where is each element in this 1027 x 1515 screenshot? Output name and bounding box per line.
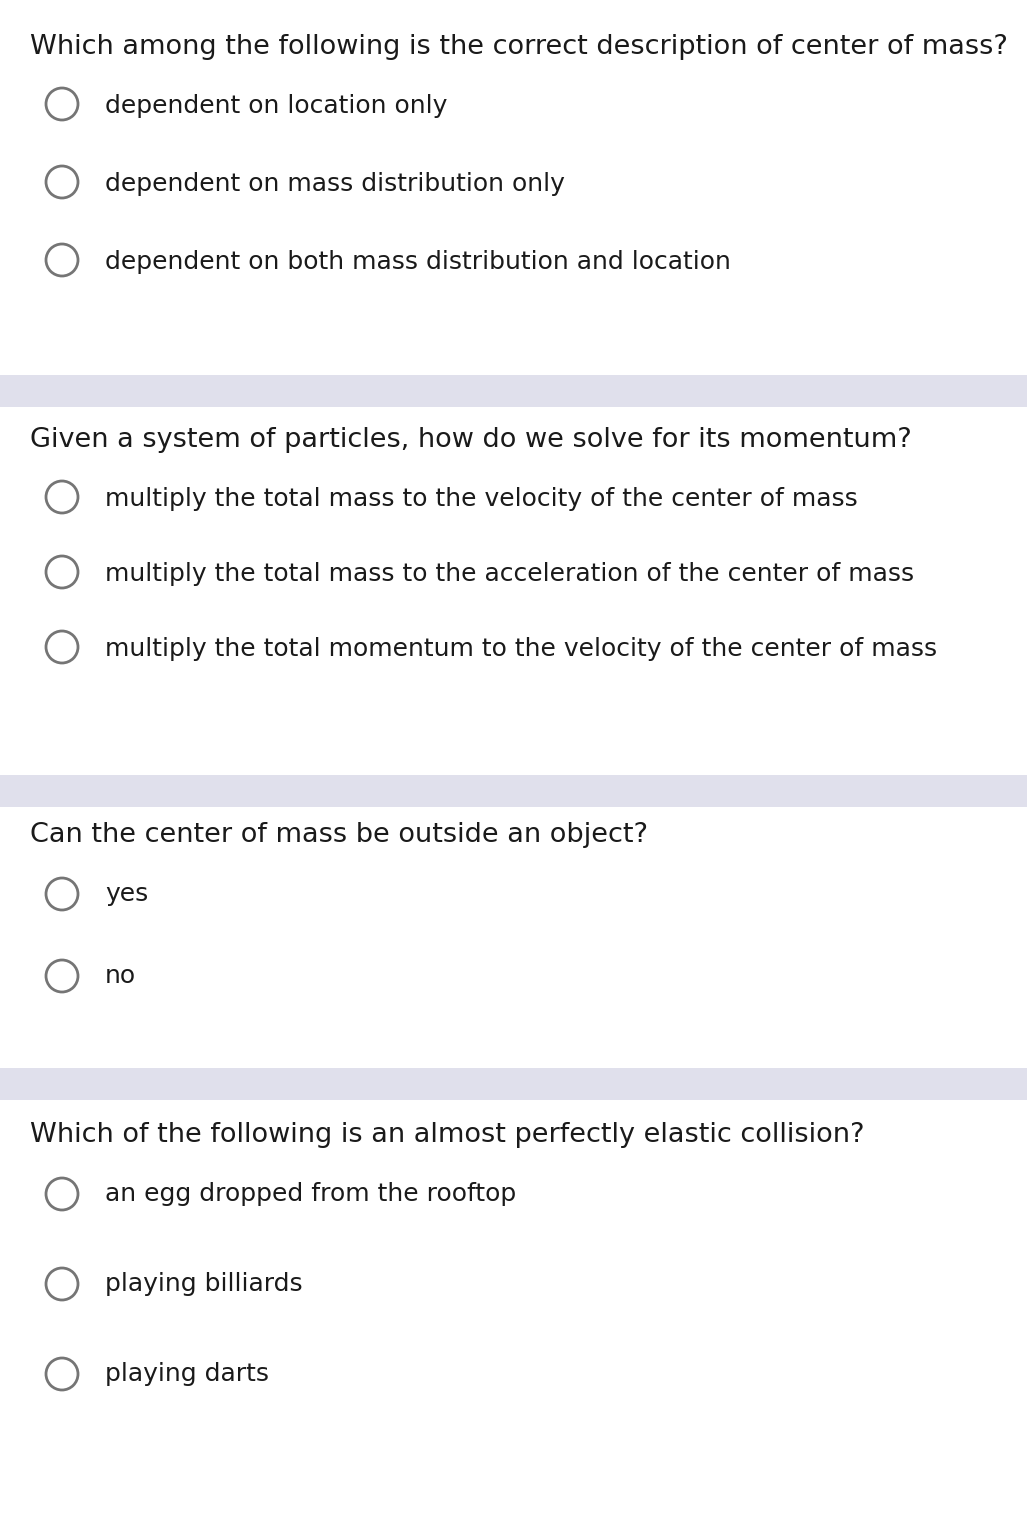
- Text: an egg dropped from the rooftop: an egg dropped from the rooftop: [105, 1182, 517, 1206]
- Circle shape: [46, 632, 78, 664]
- Circle shape: [46, 879, 78, 911]
- Text: dependent on both mass distribution and location: dependent on both mass distribution and …: [105, 250, 731, 274]
- Circle shape: [46, 167, 78, 198]
- Bar: [0, 376, 1027, 408]
- Text: multiply the total mass to the velocity of the center of mass: multiply the total mass to the velocity …: [105, 486, 858, 511]
- Circle shape: [46, 961, 78, 992]
- Bar: [0, 1068, 1027, 1100]
- Circle shape: [46, 1357, 78, 1389]
- Text: Given a system of particles, how do we solve for its momentum?: Given a system of particles, how do we s…: [30, 427, 912, 453]
- Circle shape: [46, 556, 78, 588]
- Text: dependent on location only: dependent on location only: [105, 94, 448, 118]
- Text: dependent on mass distribution only: dependent on mass distribution only: [105, 173, 565, 195]
- Text: Which among the following is the correct description of center of mass?: Which among the following is the correct…: [30, 33, 1007, 61]
- Circle shape: [46, 88, 78, 120]
- Text: Which of the following is an almost perfectly elastic collision?: Which of the following is an almost perf…: [30, 1123, 865, 1148]
- Bar: [0, 776, 1027, 807]
- Circle shape: [46, 1268, 78, 1300]
- Circle shape: [46, 480, 78, 514]
- Text: playing billiards: playing billiards: [105, 1273, 303, 1295]
- Circle shape: [46, 244, 78, 276]
- Text: playing darts: playing darts: [105, 1362, 269, 1386]
- Text: multiply the total momentum to the velocity of the center of mass: multiply the total momentum to the veloc…: [105, 636, 937, 661]
- Text: no: no: [105, 964, 137, 988]
- Text: yes: yes: [105, 882, 148, 906]
- Circle shape: [46, 1179, 78, 1210]
- Text: multiply the total mass to the acceleration of the center of mass: multiply the total mass to the accelerat…: [105, 562, 914, 586]
- Text: Can the center of mass be outside an object?: Can the center of mass be outside an obj…: [30, 823, 648, 848]
